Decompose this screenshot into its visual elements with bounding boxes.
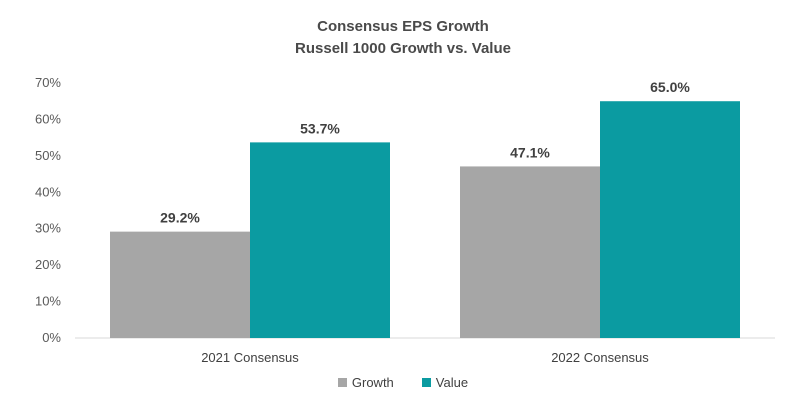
- y-tick-label: 30%: [35, 221, 61, 236]
- y-tick-label: 40%: [35, 184, 61, 199]
- y-tick-label: 60%: [35, 111, 61, 126]
- data-label: 47.1%: [510, 144, 550, 160]
- legend-item-growth: Growth: [337, 375, 394, 390]
- y-tick-label: 50%: [35, 148, 61, 163]
- data-label: 65.0%: [650, 79, 690, 95]
- y-tick-label: 0%: [42, 330, 61, 345]
- legend-swatch-growth: [337, 378, 347, 387]
- y-tick-label: 70%: [35, 75, 61, 90]
- y-tick-label: 10%: [35, 294, 61, 309]
- chart-title: Consensus EPS Growth: [317, 18, 489, 35]
- bar-value: [600, 101, 740, 338]
- bar-growth: [110, 231, 250, 338]
- data-label: 53.7%: [300, 120, 340, 136]
- data-label: 29.2%: [160, 210, 200, 226]
- legend-label-value: Value: [435, 375, 469, 390]
- bar-growth: [460, 166, 600, 338]
- x-category-label: 2022 Consensus: [551, 350, 649, 365]
- chart-subtitle: Russell 1000 Growth vs. Value: [295, 40, 511, 57]
- bar-value: [250, 142, 390, 338]
- y-tick-label: 20%: [35, 257, 61, 272]
- legend-label-growth: Growth: [351, 375, 394, 390]
- legend-swatch-value: [421, 378, 431, 387]
- legend-item-value: Value: [421, 375, 469, 390]
- legend: Growth Value: [0, 375, 806, 390]
- x-category-label: 2021 Consensus: [201, 350, 299, 365]
